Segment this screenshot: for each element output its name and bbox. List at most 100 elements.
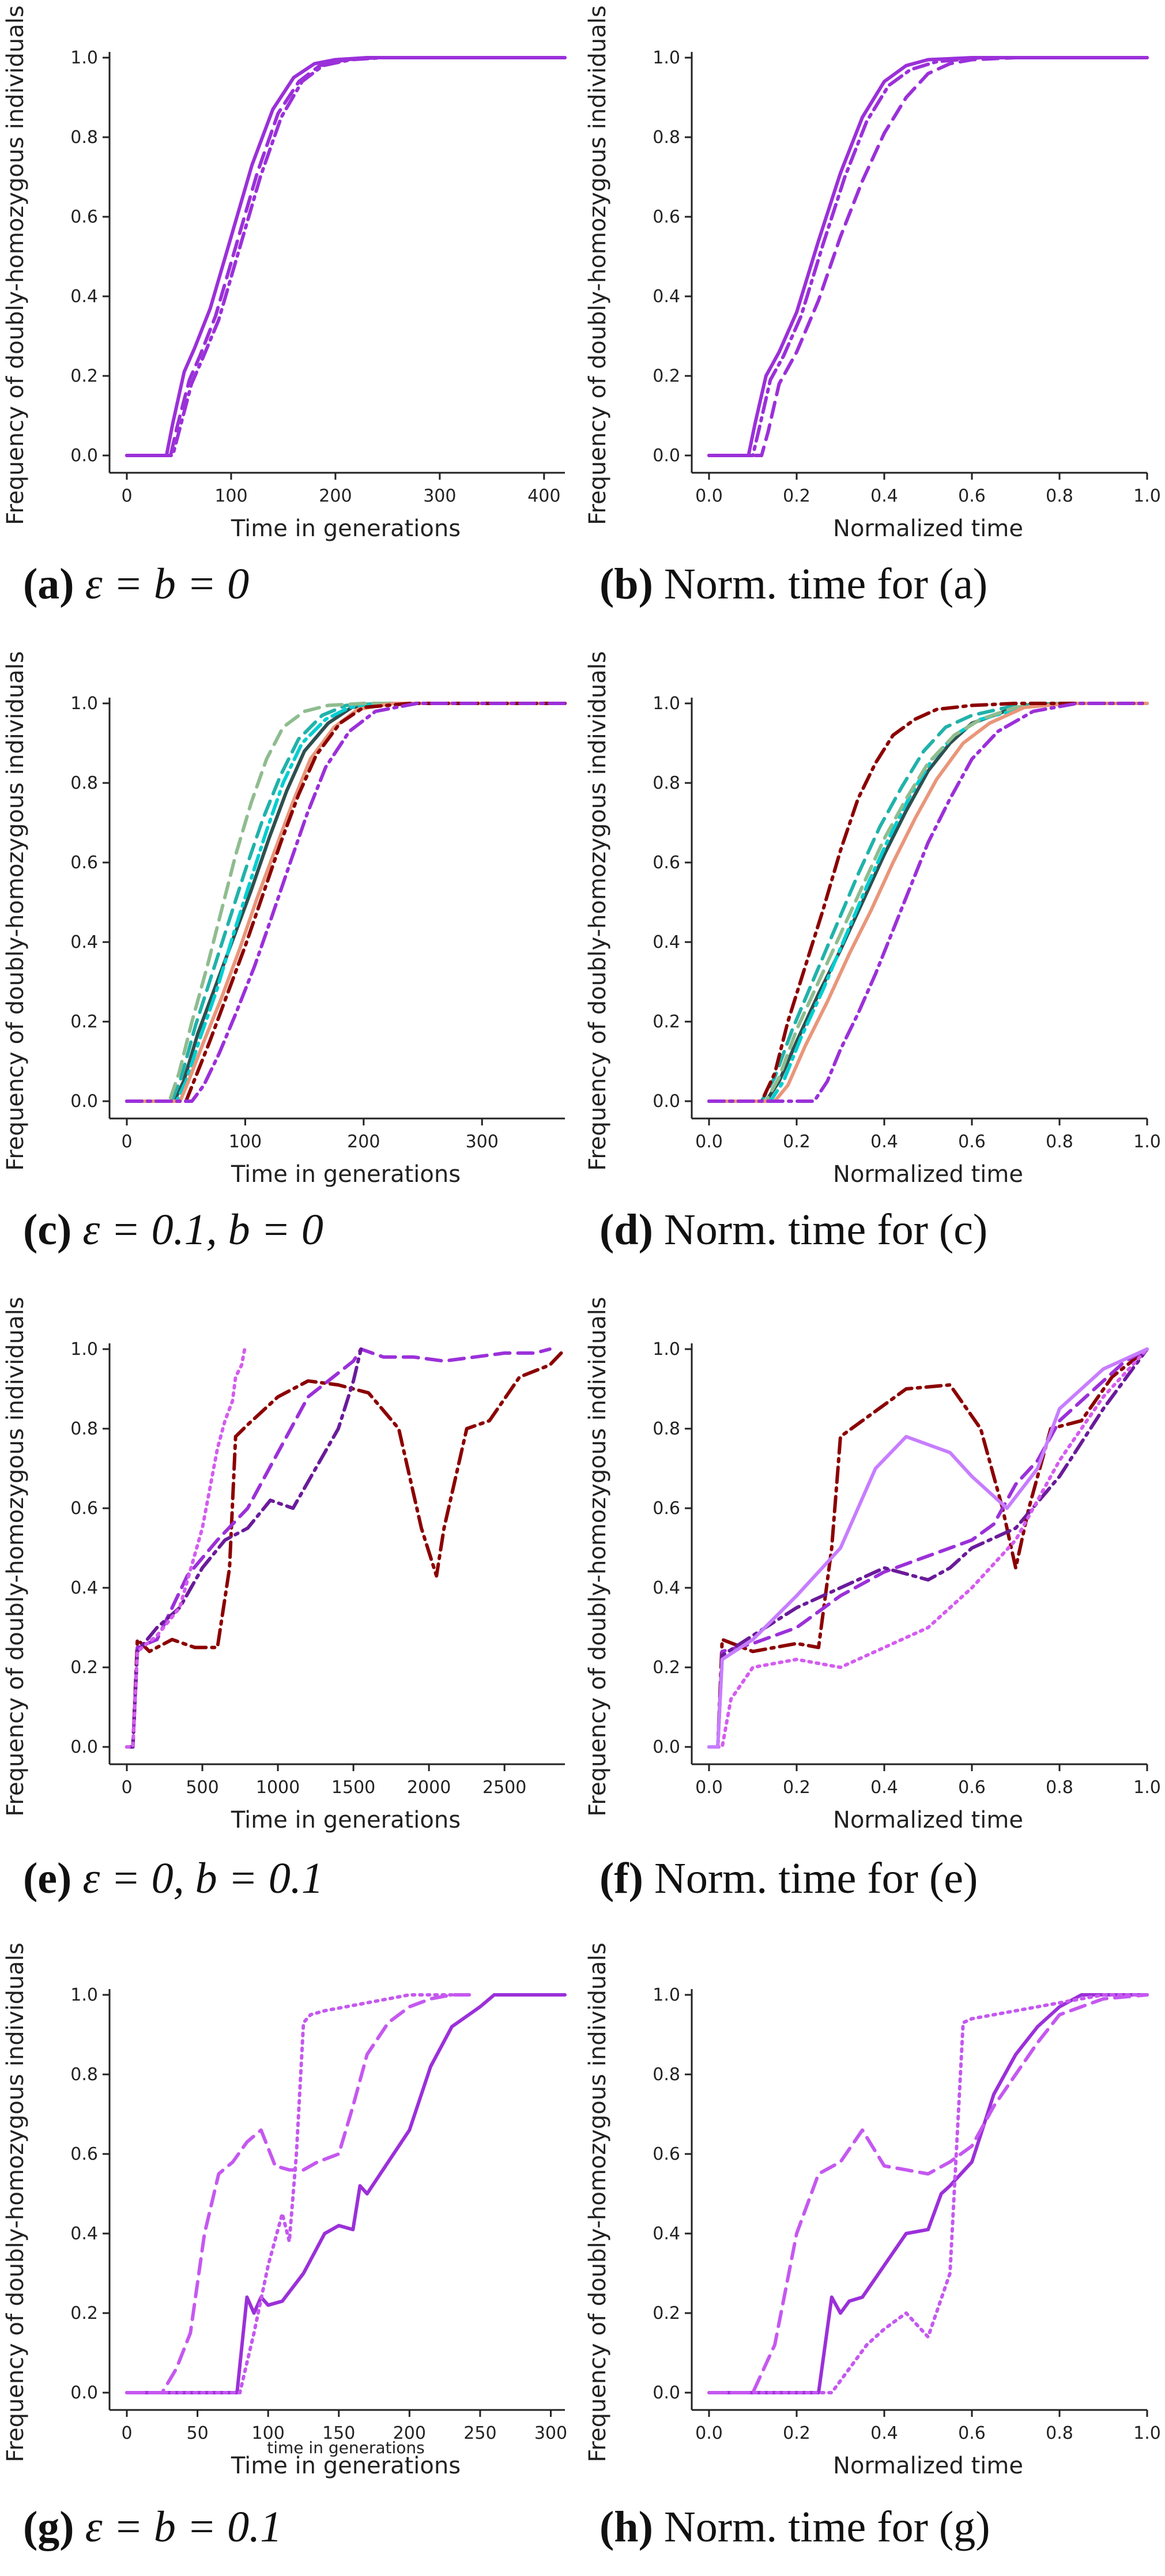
x-axis-label-h: Normalized time bbox=[833, 2453, 1023, 2479]
series-line-f-3 bbox=[707, 1347, 1149, 1749]
panel-c: 0 100 200 300 0.0 0.2 0.4 0.6 0.8 1.0 Time in gene… bbox=[0, 646, 576, 1199]
y-tick-label-f-5: 1.0 bbox=[653, 1339, 680, 1359]
y-tick-label-a-1: 0.2 bbox=[70, 366, 98, 386]
x-tick-label-e-4: 2000 bbox=[407, 1777, 451, 1798]
y-tick-label-c-1: 0.2 bbox=[70, 1012, 98, 1032]
x-tick-label-h-0: 0.0 bbox=[695, 2423, 723, 2443]
y-tick-label-g-1: 0.2 bbox=[70, 2303, 98, 2323]
series-line-f-4 bbox=[707, 1347, 1149, 1749]
panel-h: 0.0 0.2 0.4 0.6 0.8 1.0 0.0 0.2 0.4 0.6 0.8 1.0 Norm… bbox=[582, 1937, 1161, 2491]
x-tick-label-d-5: 1.0 bbox=[1133, 1132, 1161, 1152]
series-line-d-1 bbox=[707, 702, 1149, 1103]
x-tick-label-h-3: 0.6 bbox=[958, 2423, 986, 2443]
y-tick-label-h-0: 0.0 bbox=[653, 2383, 680, 2403]
y-tick-label-f-1: 0.2 bbox=[653, 1658, 680, 1678]
x-tick-label-c-2: 200 bbox=[347, 1132, 380, 1152]
inner-label-g: time in generations bbox=[267, 2438, 424, 2457]
y-tick-label-f-2: 0.4 bbox=[653, 1578, 680, 1598]
series-line-f-0 bbox=[707, 1347, 1149, 1749]
series-line-g-2 bbox=[125, 1993, 454, 2394]
panel-a: 0 100 200 300 400 0.0 0.2 0.4 0.6 0.8 1.0 Time in g… bbox=[0, 0, 576, 553]
x-tick-label-b-2: 0.4 bbox=[870, 486, 898, 506]
x-tick-label-b-3: 0.6 bbox=[958, 486, 986, 506]
series-line-e-3 bbox=[125, 1347, 247, 1749]
panel-f: 0.0 0.2 0.4 0.6 0.8 1.0 0.0 0.2 0.4 0.6 0.8 1.0 Norm… bbox=[582, 1291, 1161, 1845]
series-line-e-1 bbox=[125, 1347, 552, 1749]
x-tick-label-f-2: 0.4 bbox=[870, 1777, 898, 1798]
x-axis-label-c: Time in generations bbox=[231, 1161, 461, 1188]
x-tick-label-a-3: 300 bbox=[423, 486, 456, 506]
caption-a-label: (a) bbox=[23, 560, 74, 608]
x-tick-label-d-0: 0.0 bbox=[695, 1132, 723, 1152]
y-axis-label-h: Frequency of doubly-homozygous individua… bbox=[585, 1942, 611, 2462]
caption-a-text: ε = b = 0 bbox=[85, 560, 250, 608]
x-tick-label-h-4: 0.8 bbox=[1046, 2423, 1073, 2443]
y-axis-label-g: Frequency of doubly-homozygous individua… bbox=[2, 1942, 29, 2462]
y-axis-label-d: Frequency of doubly-homozygous individua… bbox=[585, 651, 611, 1170]
caption-d-label: (d) bbox=[600, 1206, 653, 1254]
x-tick-label-b-1: 0.2 bbox=[783, 486, 810, 506]
y-tick-label-f-3: 0.6 bbox=[653, 1498, 680, 1519]
x-tick-label-b-4: 0.8 bbox=[1046, 486, 1073, 506]
y-axis-label-a: Frequency of doubly-homozygous individua… bbox=[2, 5, 29, 525]
x-tick-label-g-6: 300 bbox=[534, 2423, 567, 2443]
y-tick-label-f-0: 0.0 bbox=[653, 1737, 680, 1757]
x-tick-label-f-1: 0.2 bbox=[783, 1777, 810, 1798]
x-tick-label-d-2: 0.4 bbox=[870, 1132, 898, 1152]
y-tick-label-a-4: 0.8 bbox=[70, 127, 98, 148]
x-tick-label-b-5: 1.0 bbox=[1133, 486, 1161, 506]
caption-c-label: (c) bbox=[23, 1206, 72, 1254]
caption-b: (b) Norm. time for (a) bbox=[600, 559, 987, 609]
y-tick-label-e-4: 0.8 bbox=[70, 1419, 98, 1439]
x-tick-label-b-0: 0.0 bbox=[695, 486, 723, 506]
y-tick-label-g-2: 0.4 bbox=[70, 2224, 98, 2244]
y-axis-label-e: Frequency of doubly-homozygous individua… bbox=[2, 1297, 29, 1816]
caption-g-label: (g) bbox=[23, 2503, 74, 2551]
x-tick-label-e-5: 2500 bbox=[482, 1777, 526, 1798]
chart-b: 0.0 0.2 0.4 0.6 0.8 1.0 0.0 0.2 0.4 0.6 0.8 1.0 Norm… bbox=[585, 5, 1161, 542]
y-tick-label-b-1: 0.2 bbox=[653, 366, 680, 386]
y-tick-label-d-1: 0.2 bbox=[653, 1012, 680, 1032]
panel-e: 0 500 1000 1500 2000 2500 0.0 0.2 0.4 0.6 0.8 1.0 Ti… bbox=[0, 1291, 576, 1845]
y-tick-label-b-5: 1.0 bbox=[653, 48, 680, 68]
x-tick-label-e-3: 1500 bbox=[331, 1777, 375, 1798]
y-tick-label-g-5: 1.0 bbox=[70, 1985, 98, 2005]
caption-d-text: Norm. time for (c) bbox=[663, 1206, 988, 1254]
series-line-d-4 bbox=[707, 702, 1149, 1103]
x-tick-label-d-4: 0.8 bbox=[1046, 1132, 1073, 1152]
caption-f: (f) Norm. time for (e) bbox=[600, 1854, 978, 1904]
x-tick-label-h-1: 0.2 bbox=[783, 2423, 810, 2443]
y-tick-label-d-4: 0.8 bbox=[653, 773, 680, 793]
x-tick-label-e-2: 1000 bbox=[256, 1777, 300, 1798]
series-line-e-2 bbox=[125, 1347, 363, 1749]
y-tick-label-h-1: 0.2 bbox=[653, 2303, 680, 2323]
caption-c: (c) ε = 0.1, b = 0 bbox=[23, 1205, 323, 1255]
chart-c: 0 100 200 300 0.0 0.2 0.4 0.6 0.8 1.0 Time in gene… bbox=[2, 651, 567, 1188]
y-tick-label-f-4: 0.8 bbox=[653, 1419, 680, 1439]
caption-h: (h) Norm. time for (g) bbox=[600, 2502, 990, 2552]
y-tick-label-d-3: 0.6 bbox=[653, 853, 680, 873]
y-tick-label-e-2: 0.4 bbox=[70, 1578, 98, 1598]
caption-f-text: Norm. time for (e) bbox=[654, 1854, 978, 1903]
x-axis-label-b: Normalized time bbox=[833, 515, 1023, 542]
y-tick-label-a-5: 1.0 bbox=[70, 48, 98, 68]
panel-b: 0.0 0.2 0.4 0.6 0.8 1.0 0.0 0.2 0.4 0.6 0.8 1.0 Norm… bbox=[582, 0, 1161, 553]
x-tick-label-e-0: 0 bbox=[121, 1777, 132, 1798]
y-tick-label-e-3: 0.6 bbox=[70, 1498, 98, 1519]
chart-d: 0.0 0.2 0.4 0.6 0.8 1.0 0.0 0.2 0.4 0.6 0.8 1.0 Norm… bbox=[585, 651, 1161, 1188]
y-tick-label-a-2: 0.4 bbox=[70, 287, 98, 307]
y-axis-label-b: Frequency of doubly-homozygous individua… bbox=[585, 5, 611, 525]
series-line-a-2 bbox=[125, 56, 567, 457]
y-axis-label-f: Frequency of doubly-homozygous individua… bbox=[585, 1297, 611, 1816]
caption-b-text: Norm. time for (a) bbox=[663, 560, 988, 608]
x-tick-label-g-1: 50 bbox=[186, 2423, 208, 2443]
series-line-a-0 bbox=[125, 56, 567, 457]
y-tick-label-a-3: 0.6 bbox=[70, 207, 98, 227]
x-tick-label-h-2: 0.4 bbox=[870, 2423, 898, 2443]
chart-e: 0 500 1000 1500 2000 2500 0.0 0.2 0.4 0.6 0.8 1.0 Ti… bbox=[2, 1297, 567, 1833]
y-tick-label-b-3: 0.6 bbox=[653, 207, 680, 227]
caption-e-label: (e) bbox=[23, 1854, 72, 1903]
series-line-c-5 bbox=[125, 702, 567, 1103]
y-tick-label-c-2: 0.4 bbox=[70, 932, 98, 952]
series-line-c-6 bbox=[125, 702, 567, 1103]
